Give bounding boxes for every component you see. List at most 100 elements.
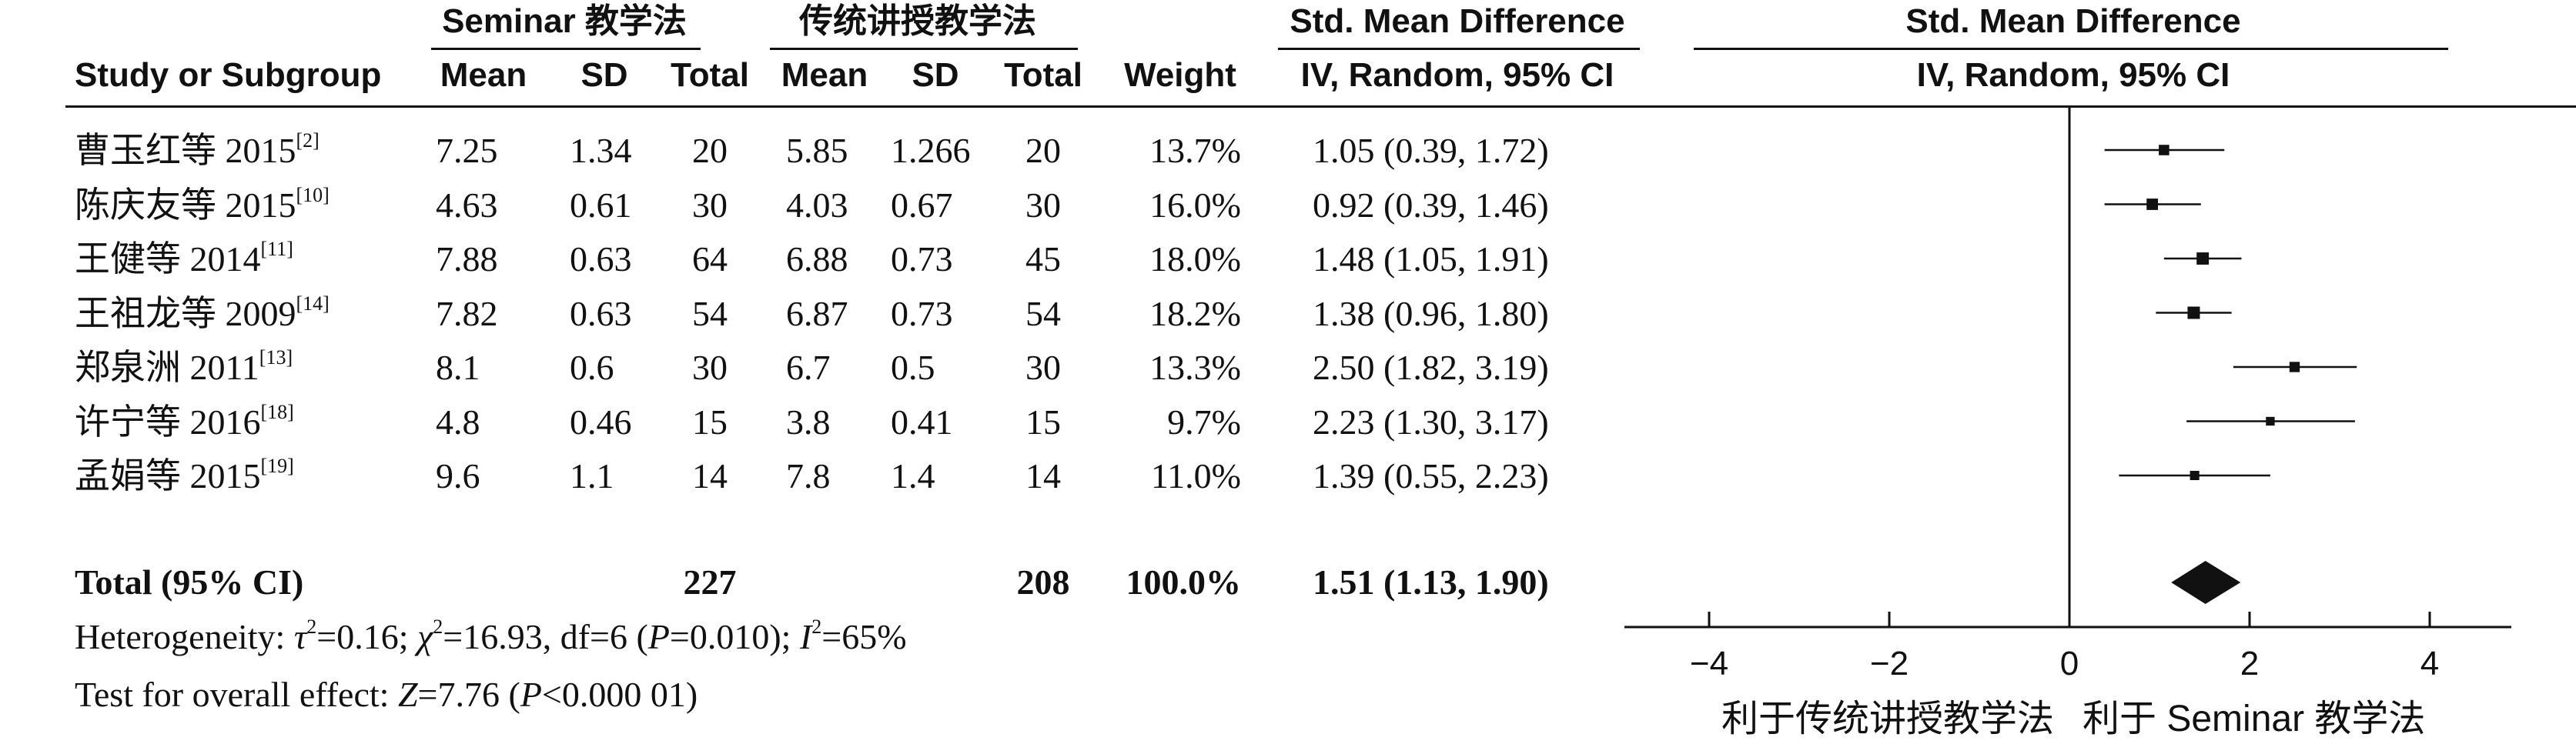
cell-mean1: 4.63 xyxy=(436,185,498,225)
study-name: 许宁等 2016[18] xyxy=(75,400,294,442)
study-name: 王祖龙等 2009[14] xyxy=(75,292,330,333)
cell-mean1: 7.25 xyxy=(436,131,498,170)
cell-n2: 15 xyxy=(1025,402,1061,442)
cell-n1: 54 xyxy=(692,293,728,333)
pooled-diamond xyxy=(2171,561,2241,604)
point-marker xyxy=(2190,470,2200,481)
col-total1: Total xyxy=(671,56,749,94)
cell-sd1: 0.63 xyxy=(570,293,632,333)
cell-ci-text: 0.92 (0.39, 1.46) xyxy=(1313,185,1549,225)
point-marker xyxy=(2289,362,2300,372)
cell-n1: 15 xyxy=(692,402,728,442)
cell-ci-text: 2.50 (1.82, 3.19) xyxy=(1313,348,1549,387)
point-marker xyxy=(2196,252,2210,265)
cell-sd2: 0.73 xyxy=(891,293,953,333)
cell-mean2: 6.87 xyxy=(786,293,848,333)
cell-n1: 20 xyxy=(692,131,728,170)
study-name: 曹玉红等 2015[2] xyxy=(75,129,319,171)
cell-mean1: 4.8 xyxy=(436,402,480,442)
cell-sd2: 0.73 xyxy=(891,239,953,279)
cell-sd1: 0.46 xyxy=(570,402,632,442)
cell-ci-text: 1.48 (1.05, 1.91) xyxy=(1313,239,1549,279)
cell-weight: 9.7% xyxy=(1167,402,1241,442)
overall-effect-text: Test for overall effect: Z=7.76 (P<0.000… xyxy=(75,675,698,714)
plot-title-line1: Std. Mean Difference xyxy=(1905,2,2241,40)
cell-n1: 14 xyxy=(692,456,728,495)
col-weight: Weight xyxy=(1124,56,1236,94)
cell-n2: 30 xyxy=(1025,348,1061,387)
col-study: Study or Subgroup xyxy=(75,56,382,94)
cell-n2: 30 xyxy=(1025,185,1061,225)
cell-sd2: 1.266 xyxy=(891,131,971,170)
cell-n2: 20 xyxy=(1025,131,1061,170)
heterogeneity-text: Heterogeneity: τ2=0.16; χ2=16.93, df=6 (… xyxy=(75,616,907,657)
effect-title-line1: Std. Mean Difference xyxy=(1290,2,1625,40)
group1-header: Seminar 教学法 xyxy=(442,2,687,40)
cell-n2: 54 xyxy=(1025,293,1061,333)
study-name: 郑泉洲 2011[13] xyxy=(75,346,293,388)
cell-sd1: 1.1 xyxy=(570,456,614,495)
cell-sd2: 0.41 xyxy=(891,402,953,442)
point-marker xyxy=(2146,199,2159,210)
cell-ci-text: 1.39 (0.55, 2.23) xyxy=(1313,456,1549,495)
study-name: 陈庆友等 2015[10] xyxy=(75,183,330,225)
x-tick-label: 0 xyxy=(2060,645,2079,682)
cell-mean2: 4.03 xyxy=(786,185,848,225)
cell-ci-text: 2.23 (1.30, 3.17) xyxy=(1313,402,1549,442)
cell-mean2: 6.88 xyxy=(786,239,848,279)
cell-sd2: 1.4 xyxy=(891,456,935,495)
point-marker xyxy=(2266,416,2275,426)
favours-right-label: 利于 Seminar 教学法 xyxy=(2083,699,2426,739)
group2-rule xyxy=(770,48,1078,50)
cell-weight: 13.3% xyxy=(1149,348,1241,387)
group2-header: 传统讲授教学法 xyxy=(799,2,1036,40)
cell-weight: 13.7% xyxy=(1149,131,1241,170)
col-total2: Total xyxy=(1004,56,1082,94)
effect-title-line2: IV, Random, 95% CI xyxy=(1300,56,1614,94)
study-name: 王健等 2014[11] xyxy=(75,238,293,279)
cell-mean2: 3.8 xyxy=(786,402,831,442)
plot-rule xyxy=(1694,48,2448,50)
table-top-rule xyxy=(65,105,2576,108)
col-sd2: SD xyxy=(912,56,959,94)
cell-mean1: 8.1 xyxy=(436,348,480,387)
total-ci-text: 1.51 (1.13, 1.90) xyxy=(1313,562,1549,602)
cell-n1: 30 xyxy=(692,348,728,387)
col-sd1: SD xyxy=(580,56,628,94)
cell-sd1: 1.34 xyxy=(570,131,632,170)
total-weight: 100.0% xyxy=(1126,562,1242,602)
group1-rule xyxy=(431,48,701,50)
cell-mean2: 7.8 xyxy=(786,456,831,495)
effect-rule xyxy=(1278,48,1640,50)
favours-left-label: 利于传统讲授教学法 xyxy=(1721,699,2054,739)
cell-weight: 18.0% xyxy=(1149,239,1241,279)
total-n1: 227 xyxy=(683,562,737,602)
x-tick-label: 4 xyxy=(2420,645,2439,682)
col-mean1: Mean xyxy=(440,56,527,94)
cell-ci-text: 1.38 (0.96, 1.80) xyxy=(1313,293,1549,333)
total-label: Total (95% CI) xyxy=(75,562,304,602)
cell-sd2: 0.5 xyxy=(891,348,935,387)
cell-n2: 14 xyxy=(1025,456,1061,495)
col-mean2: Mean xyxy=(781,56,868,94)
cell-sd2: 0.67 xyxy=(891,185,953,225)
cell-weight: 16.0% xyxy=(1149,185,1241,225)
cell-weight: 11.0% xyxy=(1150,456,1241,495)
cell-sd1: 0.61 xyxy=(570,185,632,225)
x-tick-label: 2 xyxy=(2240,645,2259,682)
cell-n1: 30 xyxy=(692,185,728,225)
point-marker xyxy=(2159,145,2170,155)
x-tick-label: −4 xyxy=(1690,645,1728,682)
cell-ci-text: 1.05 (0.39, 1.72) xyxy=(1313,131,1549,170)
cell-n2: 45 xyxy=(1025,239,1061,279)
plot-title-line2: IV, Random, 95% CI xyxy=(1916,56,2230,94)
cell-mean1: 9.6 xyxy=(436,456,480,495)
cell-weight: 18.2% xyxy=(1149,293,1241,333)
cell-mean1: 7.88 xyxy=(436,239,498,279)
total-n2: 208 xyxy=(1016,562,1070,602)
cell-mean1: 7.82 xyxy=(436,293,498,333)
x-tick-label: −2 xyxy=(1870,645,1909,682)
point-marker xyxy=(2187,306,2200,319)
study-name: 孟娟等 2015[19] xyxy=(75,455,294,496)
